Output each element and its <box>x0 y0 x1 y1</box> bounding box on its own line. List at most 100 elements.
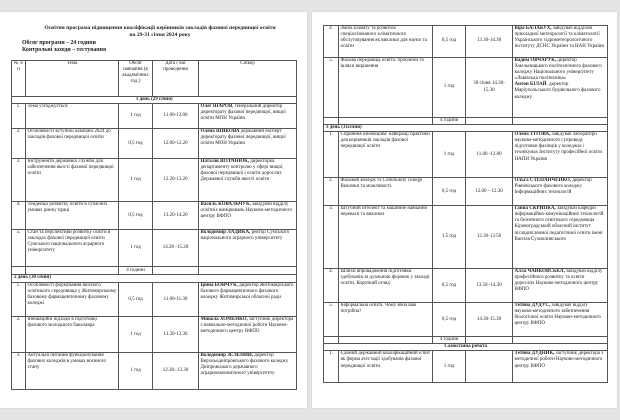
row-speaker: Володимир ЗЕЛЕНИЙ, директор Верхньодніпр… <box>198 352 297 391</box>
day-label: 1 день (29 січня) <box>11 95 297 105</box>
empty-cell <box>323 336 339 345</box>
row-topic: Тенденції розвитку освіти в сучасних умо… <box>25 201 119 231</box>
section-label: Самостійна робота <box>323 343 608 352</box>
empty-cell <box>512 336 608 345</box>
row-datetime: 12.30-13.50 <box>465 205 513 270</box>
speaker-role: державний експерт директорату фахової пе… <box>200 129 286 147</box>
header-col-datetime: Дата і час проведення <box>152 60 199 97</box>
row-number: 1. <box>323 131 339 179</box>
row-number: 1. <box>323 350 339 384</box>
row-number: 5. <box>11 229 26 268</box>
row-hours: 0,5 год <box>118 282 153 318</box>
speaker-name: Віра БАЛАБУХ, <box>514 26 552 32</box>
speaker-role: , директор Житомирського базового фармац… <box>200 283 294 301</box>
control-measures: Контрольні заходи – тестування <box>22 47 107 53</box>
row-hours: 0,5 год <box>118 201 153 231</box>
row-speaker: Ірина БОЙЧУК, директор Житомирського баз… <box>198 282 297 318</box>
empty-cell <box>338 336 433 345</box>
speaker-role: заступник директора з методичної роботи … <box>514 351 604 369</box>
schedule-table-page-2: 4. Зміна клімату та розвиток спеціалізова… <box>323 25 608 384</box>
row-hours: 1,5 год <box>432 205 466 270</box>
speaker-name: Наталія ВІТРАНЮК, <box>200 159 250 165</box>
speaker: Олена ТІТОВА, завідувач лабораторії наук… <box>514 132 606 163</box>
row-number: 4. <box>323 268 339 304</box>
row-number: 5. <box>323 302 339 338</box>
speaker-name: Олена ТІТОВА, <box>514 132 551 138</box>
row-datetime: 30 січня 14.30- 15.30 <box>465 57 513 118</box>
total-hours-row: 4 години <box>323 336 608 345</box>
speaker: Алла ЧАЙКОВСЬКА, завідувач відділу профе… <box>514 269 606 294</box>
table-header-row: № з/п Тема Обсяг навчання (в академічних г… <box>11 60 297 97</box>
program-volume: Обсяг програми – 24 години <box>22 40 96 46</box>
schedule-row: 5. Стан та перспективи розвитку освіти в … <box>11 229 297 268</box>
day-header-row: 1 день (29 січня) <box>11 95 297 105</box>
row-datetime: 13.30-14.30 <box>465 25 513 58</box>
speaker: Тетяна ДУДНИК, заступник директора з мет… <box>514 351 606 370</box>
row-topic: Єдиний державний кваліфікаційний іспит я… <box>338 350 433 384</box>
row-hours: 1 год <box>118 229 153 268</box>
row-topic: Інструменти державної служби для забезпе… <box>25 158 119 203</box>
row-topic: Сприяння інноваціям: найкращі практики д… <box>338 131 433 179</box>
speaker: Василь КОВАЛЬЧУК, завідувач відділу осві… <box>200 202 295 221</box>
speaker: Вадим ОВЧАРУК, директор Хмельницького по… <box>514 58 606 83</box>
row-number: 3. <box>11 352 26 391</box>
schedule-table-page-1: № з/п Тема Обсяг навчання (в академічних г… <box>11 60 297 391</box>
row-topic: Стан та перспективи розвитку освіти в за… <box>25 229 119 268</box>
row-number: 2. <box>11 128 26 160</box>
speaker: Олег ШАРОВ, генеральний директор директо… <box>201 105 295 123</box>
speaker-role: завідувач відділу освітніх вимірювань На… <box>200 202 293 220</box>
section-header-row: Самостійна робота <box>323 343 608 352</box>
row-speaker: Віра БАЛАБУХ, завідувач відділом приклад… <box>512 25 608 58</box>
schedule-row: 1. Особливості формування якісного освітн… <box>11 282 297 318</box>
row-datetime: 11.00-12.00 <box>152 103 199 130</box>
row-datetime: 12.00 – 12.30 <box>465 177 513 207</box>
total-hours: 4 години <box>432 336 466 345</box>
row-hours: 1 год <box>432 131 466 179</box>
schedule-row: 1. Єдиний державний кваліфікаційний іспит… <box>323 350 608 384</box>
speaker-name: Алла ЧАЙКОВСЬКА, <box>514 269 565 275</box>
speaker-role: директор Хмельницького політехнічного фа… <box>514 58 602 82</box>
speaker-role: завідувач лабораторії науково-методичног… <box>514 132 603 162</box>
speaker-name: Тетяна ДУДНИК, <box>514 351 555 357</box>
total-hours-row: 4 години <box>323 116 608 126</box>
row-hours: 1 год <box>118 103 153 130</box>
row-number: 3. <box>323 205 339 270</box>
row-topic: Зміна клімату та розвиток спеціалізовано… <box>338 25 433 58</box>
row-datetime: 12.30.-13.30 <box>152 352 199 391</box>
empty-cell <box>465 336 513 345</box>
empty-cell <box>152 266 199 276</box>
empty-cell <box>465 116 513 126</box>
row-datetime: 14.20 -15.20 <box>152 229 199 268</box>
header-col-speaker: Спікер <box>198 60 297 97</box>
schedule-row: 1. Тема узгоджується 1 год 11.00-12.00 Олег … <box>11 103 297 130</box>
document-page-1: Освітня програма підвищення кваліфікації… <box>0 12 307 408</box>
row-speaker: Алла ЧАЙКОВСЬКА, завідувач відділу профе… <box>512 268 608 304</box>
speaker: Микола ХОМЕНКО, заступник директора з на… <box>200 317 295 336</box>
row-datetime: 13.20-14.20 <box>152 201 199 231</box>
row-hours: 1 год <box>432 350 466 384</box>
schedule-row: 2. Особливості вступної кампанії 2024 до … <box>11 128 297 160</box>
speaker: Наталія ВІТРАНЮК, директорка департамент… <box>200 159 295 184</box>
speaker: Володимир ЗЕЛЕНИЙ, директор Верхньодніпр… <box>201 354 295 378</box>
schedule-row: 5. Фахова передвища освіта: проблеми та ш… <box>323 57 608 118</box>
row-topic: Фахова передвища освіта: проблеми та шля… <box>338 57 433 118</box>
day-label: 2 день (30 січня) <box>11 274 297 284</box>
row-number: 2. <box>323 177 339 207</box>
program-meta: Обсяг програми – 24 години Контрольні за… <box>22 40 106 54</box>
speaker-role: заступник директора з навчально-методичн… <box>200 317 294 335</box>
speaker-name: Ольга СТЕПАНЧЕНКО, <box>514 178 572 184</box>
header-col-topic: Тема <box>25 60 119 97</box>
row-topic: Особливості формування якісного освітньо… <box>25 282 119 318</box>
speaker: Ірина БОЙЧУК, директор Житомирського баз… <box>200 283 295 302</box>
row-speaker: Микола ХОМЕНКО, заступник директора з на… <box>198 316 297 354</box>
speaker-role: директор Рівненського фахового коледжу І… <box>514 178 592 196</box>
row-number: 3. <box>11 158 26 203</box>
row-topic: Актуальні питання функціонування фахових… <box>25 352 119 391</box>
row-topic: Шляхи впровадження підготовки здобувачів… <box>338 268 433 304</box>
day-label: 3 день (31січня) <box>323 124 608 133</box>
schedule-row: 4. Тенденції розвитку освіти в сучасних у… <box>11 201 297 231</box>
schedule-row: 4. Шляхи впровадження підготовки здобувач… <box>323 268 608 304</box>
document-page-2: 4. Зміна клімату та розвиток спеціалізова… <box>312 12 617 408</box>
row-datetime: 12.00-12.20 <box>152 128 199 160</box>
schedule-row: 2. Фаховий коледж vs Community college. В… <box>323 177 608 207</box>
